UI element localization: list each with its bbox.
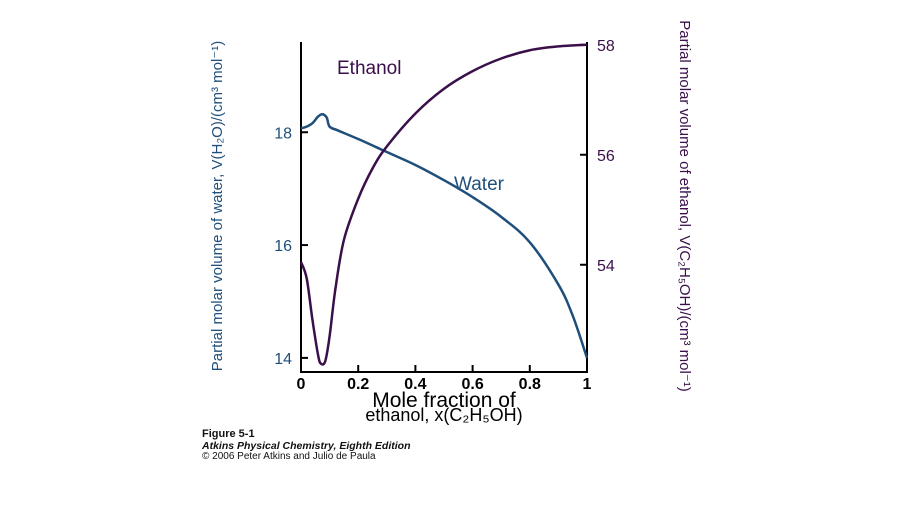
y-left-tick-label: 16 [274,238,292,255]
water-series-label: Water [454,174,505,195]
y-right-ticks: 54 56 58 [580,38,615,275]
y-left-tick-label: 14 [274,351,292,368]
y-right-tick-label: 54 [597,258,615,275]
y-right-axis-label: Partial molar volume of ethanol, V(C₂H₅O… [676,20,693,392]
x-tick-label: 0.2 [347,376,369,393]
x-tick-label: 0 [297,376,306,393]
y-right-tick-label: 56 [597,148,615,165]
y-left-tick-label: 18 [274,125,292,142]
ethanol-series-line [299,43,588,366]
x-ticks: 0 0.2 0.4 0.6 0.8 1 [297,365,592,393]
y-left-axis-label: Partial molar volume of water, V(H₂O)/(c… [209,41,226,371]
y-left-ticks: 14 16 18 [274,125,308,368]
x-axis-label-line2: ethanol, x(C₂H₅OH) [365,405,522,425]
y-right-tick-label: 58 [597,38,615,55]
copyright-line: © 2006 Peter Atkins and Julio de Paula [202,451,376,460]
figure-number: Figure 5-1 [202,428,255,440]
ethanol-series-label: Ethanol [337,58,401,79]
book-title: Atkins Physical Chemistry, Eighth Editio… [202,440,411,452]
x-tick-label: 0.4 [404,376,426,393]
water-series-line [300,112,589,359]
x-axis-label-line1: Mole fraction of [372,389,516,412]
x-tick-label: 0.6 [461,376,483,393]
x-tick-label: 1 [583,376,592,393]
x-tick-label: 0.8 [519,376,541,393]
